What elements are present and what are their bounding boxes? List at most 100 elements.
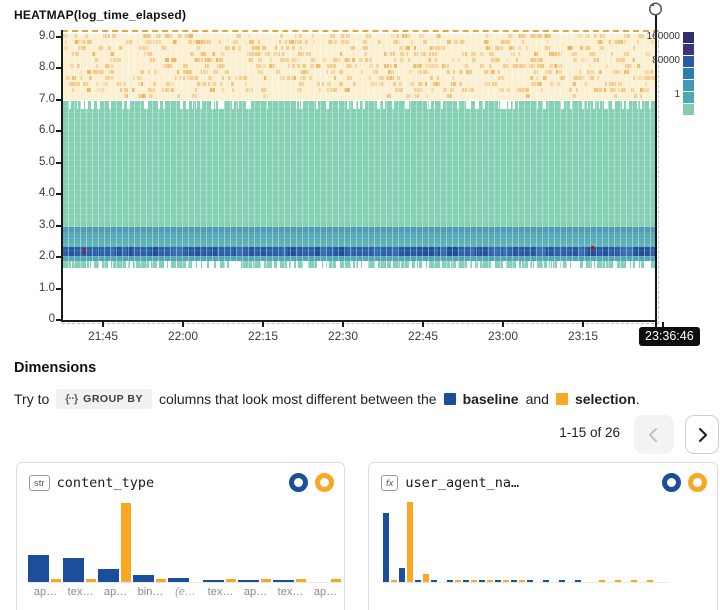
selection-bar: [407, 502, 413, 582]
pagination-prev-button[interactable]: [634, 415, 674, 454]
heatmap-cell: [579, 247, 583, 256]
heatmap-cell: [466, 69, 468, 74]
heatmap-cell: [72, 87, 75, 92]
y-tick-mark: [56, 287, 61, 290]
heatmap-cell: [601, 247, 608, 256]
heatmap-cell: [348, 57, 350, 62]
heatmap-cell: [83, 39, 85, 44]
heatmap-gap: [407, 101, 408, 110]
heatmap-cell: [75, 39, 78, 44]
dimension-card-user-agent-name[interactable]: fx user_agent_na…: [368, 462, 718, 610]
heatmap-cell: [281, 45, 283, 50]
heatmap-cell: [425, 81, 427, 86]
heatmap-gap: [170, 261, 171, 269]
selection-box[interactable]: [62, 30, 659, 324]
heatmap-cell: [400, 51, 405, 56]
heatmap-gap: [622, 101, 623, 110]
pagination-next-button[interactable]: [685, 415, 719, 454]
heatmap-cell: [425, 69, 429, 74]
baseline-bar: [383, 513, 389, 582]
heatmap-cell: [315, 247, 318, 256]
heatmap-cell: [391, 33, 394, 38]
selection-bar: [631, 580, 637, 582]
heatmap-cell: [416, 93, 419, 98]
heatmap-cell: [606, 63, 608, 68]
dimension-bar-chart[interactable]: ap… tex… ap… bin… (e… tex… ap… tex… ap…: [17, 463, 344, 610]
bar-category-label: (e…: [175, 586, 196, 598]
heatmap-gap: [375, 261, 378, 269]
time-cursor-line[interactable]: [655, 8, 657, 332]
heatmap-title: HEATMAP(log_time_elapsed): [14, 8, 187, 22]
heatmap-cell: [72, 75, 76, 80]
heatmap-gap: [336, 261, 339, 269]
heatmap-cell: [604, 87, 606, 92]
dimension-bar-chart[interactable]: [369, 463, 717, 610]
heatmap-cell: [443, 45, 445, 50]
heatmap-gap: [109, 101, 111, 110]
time-marker-handle-icon[interactable]: [647, 0, 664, 17]
heatmap-cell: [347, 75, 352, 80]
heatmap-cell: [429, 51, 431, 56]
baseline-toggle-icon[interactable]: [662, 473, 681, 492]
baseline-toggle-icon[interactable]: [289, 473, 308, 492]
heatmap-cell: [124, 87, 128, 92]
heatmap-cell: [220, 81, 223, 86]
group-by-chip[interactable]: {··} GROUP BY: [56, 389, 152, 409]
heatmap-gap: [122, 101, 124, 110]
heatmap-cell: [188, 39, 192, 44]
heatmap-cell: [202, 39, 204, 44]
heatmap-cell: [218, 39, 221, 44]
x-axis-line: [61, 320, 657, 322]
dimension-card-content-type[interactable]: ap… tex… ap… bin… (e… tex… ap… tex… ap… str cont…: [16, 462, 345, 610]
heatmap-cell: [366, 33, 371, 38]
heatmap-gap: [483, 101, 485, 110]
baseline-bar: [28, 555, 49, 582]
selection-bar: [296, 579, 306, 582]
heatmap-gap: [355, 101, 356, 110]
selection-bar: [455, 580, 461, 582]
heatmap-cell: [309, 51, 311, 56]
heatmap-gap: [168, 261, 171, 269]
heatmap-cell: [301, 69, 305, 74]
heatmap-cell: [447, 247, 451, 256]
heatmap-cell: [260, 69, 263, 74]
heatmap-cell: [63, 33, 68, 38]
heatmap-cell: [573, 75, 577, 80]
heatmap-cell: [480, 63, 484, 68]
heatmap-cell: [139, 45, 144, 50]
x-tick-mark: [262, 322, 264, 327]
heatmap-cell: [454, 39, 459, 44]
heatmap-cell: [491, 69, 495, 74]
baseline-bar: [575, 580, 581, 582]
heatmap-cell: [326, 63, 331, 68]
heatmap-cell: [312, 33, 314, 38]
heatmap-cell: [270, 57, 273, 62]
heatmap-cell: [437, 45, 440, 50]
y-tick-label: 9.0: [39, 30, 55, 43]
heatmap-cell: [167, 33, 172, 38]
heatmap-gap: [521, 261, 522, 269]
heatmap-cell: [640, 87, 642, 92]
heatmap-cell: [264, 75, 266, 80]
heatmap-cell: [573, 57, 577, 62]
heatmap-gap: [89, 261, 90, 269]
heatmap-cell: [342, 247, 348, 256]
heatmap-cell: [409, 69, 412, 74]
heatmap-cell: [192, 93, 197, 98]
heatmap-cell: [97, 247, 100, 256]
heatmap-cell: [108, 45, 111, 50]
heatmap-gap: [232, 101, 234, 110]
heatmap-cell: [572, 81, 576, 86]
heatmap-cell: [279, 39, 281, 44]
selection-toggle-icon[interactable]: [315, 473, 334, 492]
heatmap-gap: [211, 261, 214, 269]
selection-toggle-icon[interactable]: [688, 473, 707, 492]
heatmap-cell: [115, 247, 122, 256]
heatmap-cell: [172, 81, 174, 86]
heatmap-plot[interactable]: [63, 30, 655, 322]
selection-bar: [487, 580, 493, 582]
heatmap-gap: [500, 101, 503, 110]
heatmap-cell: [175, 247, 182, 256]
heatmap-gap: [577, 261, 580, 269]
heatmap-cell: [123, 81, 126, 86]
